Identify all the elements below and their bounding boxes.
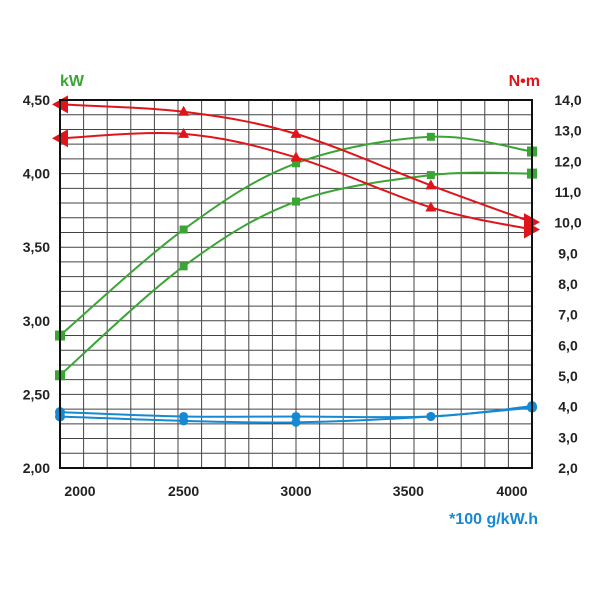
left-tick-label: 4,00	[23, 166, 50, 182]
x-tick-label: 2500	[168, 483, 199, 499]
x-tick-label: 2000	[64, 483, 95, 499]
x-axis-ticks: 2000 2500 3000 3500 4000	[64, 483, 527, 499]
right-tick-label: 14,0	[554, 92, 581, 108]
consumption-point	[426, 411, 436, 421]
right-tick-label: 9,0	[558, 245, 578, 261]
grid	[60, 100, 532, 468]
torque-point	[178, 127, 190, 138]
right-tick-label: 8,0	[558, 276, 578, 292]
right-tick-label: 4,0	[558, 399, 578, 415]
left-tick-label: 3,00	[23, 313, 50, 329]
power-point	[292, 159, 300, 168]
torque-point	[425, 179, 437, 190]
left-axis-ticks: 2,00 2,50 3,00 3,50 4,00 4,50	[23, 92, 50, 476]
torque-point	[290, 151, 302, 162]
x-tick-label: 3500	[393, 483, 424, 499]
power-point	[426, 132, 435, 141]
right-tick-label: 12,0	[554, 153, 581, 169]
right-tick-label: 3,0	[558, 429, 578, 445]
right-axis-label: N•m	[509, 73, 540, 90]
torque-point	[290, 127, 302, 138]
power-point	[179, 262, 188, 271]
right-tick-label: 13,0	[554, 123, 581, 139]
right-tick-label: 11,0	[555, 184, 582, 200]
right-tick-label: 5,0	[558, 368, 578, 384]
power-point	[179, 225, 188, 234]
torque-point	[178, 105, 190, 116]
consumption-unit-note: *100 g/kW.h	[449, 511, 538, 528]
left-tick-label: 4,50	[23, 92, 50, 108]
right-tick-label: 6,0	[558, 337, 578, 353]
left-tick-label: 2,50	[23, 386, 50, 402]
left-tick-label: 3,50	[23, 239, 50, 255]
consumption-point	[179, 416, 189, 426]
right-tick-label: 2,0	[558, 460, 578, 476]
plot-frame	[59, 99, 533, 469]
right-tick-label: 7,0	[558, 307, 578, 323]
x-tick-label: 3000	[280, 483, 311, 499]
right-axis-ticks: 2,0 3,0 4,0 5,0 6,0 7,0 8,0 9,0 10,0 11,0 12,0 13,0…	[554, 92, 581, 476]
left-axis-label: kW	[60, 73, 85, 90]
torque-point	[425, 201, 437, 212]
right-tick-label: 10,0	[554, 215, 581, 231]
x-tick-label: 4000	[496, 483, 527, 499]
power-point	[426, 171, 435, 180]
consumption-point	[291, 417, 301, 427]
power-point	[292, 197, 300, 206]
left-tick-label: 2,00	[23, 460, 50, 476]
